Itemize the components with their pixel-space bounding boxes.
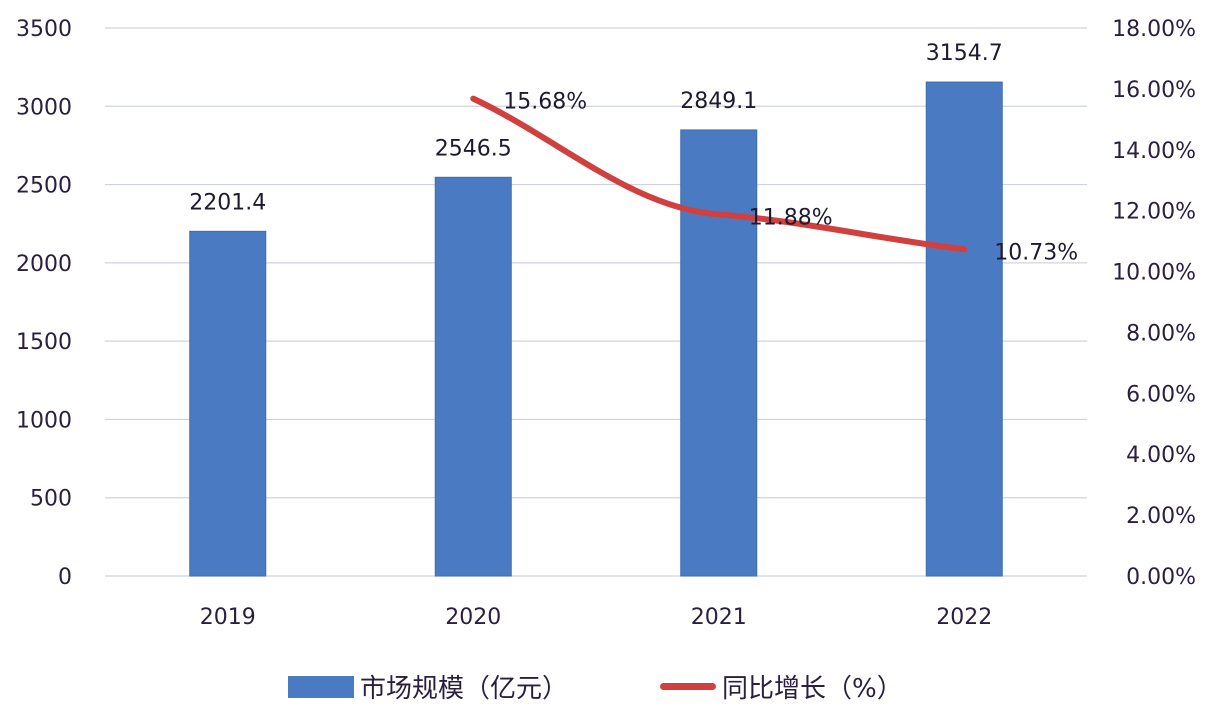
right-axis-tick-label: 0.00% [1126,565,1196,590]
bar[interactable] [434,176,512,577]
x-axis-tick-label: 2019 [200,605,256,630]
x-axis-tick-label: 2022 [936,605,992,630]
legend: 市场规模（亿元） 同比增长（%） [0,664,1224,708]
right-axis-tick-label: 16.00% [1112,78,1196,103]
legend-line-swatch-icon [660,683,716,690]
left-axis-tick-label: 3500 [16,17,72,42]
right-axis-tick-label: 12.00% [1112,200,1196,225]
legend-bar-swatch-icon [288,675,354,698]
legend-item-yoy-growth[interactable]: 同比增长（%） [660,668,903,705]
line-data-labels: 15.68% 11.88% 10.73% [503,90,1078,266]
right-axis-tick-label: 18.00% [1112,17,1196,42]
left-axis-tick-label: 0 [58,565,72,590]
bar[interactable] [925,81,1003,577]
gridlines [105,27,1087,577]
left-axis-tick-label: 500 [30,487,72,512]
x-axis-tick-label: 2021 [691,605,747,630]
line-series [470,95,968,253]
bar-value-label: 2201.4 [189,190,266,215]
line-value-label: 15.68% [503,90,587,115]
bar-value-label: 2546.5 [435,136,512,161]
left-axis-ticks: 0 500 1000 1500 2000 2500 3000 3500 [16,17,72,590]
left-axis-tick-label: 1500 [16,330,72,355]
x-axis-ticks: 2019 2020 2021 2022 [200,605,993,630]
right-axis-tick-label: 10.00% [1112,261,1196,286]
right-axis-ticks: 0.00% 2.00% 4.00% 6.00% 8.00% 10.00% 12.00% 14.… [1112,17,1196,590]
legend-label-market-size: 市场规模（亿元） [360,674,569,704]
bar-value-label: 2849.1 [680,89,757,114]
right-axis-tick-label: 14.00% [1112,139,1196,164]
right-axis-tick-label: 2.00% [1126,504,1196,529]
left-axis-tick-label: 1000 [16,408,72,433]
left-axis-tick-label: 2500 [16,174,72,199]
right-axis-tick-label: 8.00% [1126,321,1196,346]
left-axis-tick-label: 2000 [16,252,72,277]
growth-line[interactable] [470,95,968,253]
bar-data-labels: 2201.4 2546.5 2849.1 3154.7 [189,41,1002,215]
x-axis-tick-label: 2020 [445,605,501,630]
bar-series [189,81,1003,577]
line-value-label: 10.73% [994,240,1078,265]
bar-value-label: 3154.7 [926,41,1003,66]
line-value-label: 11.88% [749,205,833,230]
right-axis-tick-label: 6.00% [1126,382,1196,407]
bar[interactable] [680,129,758,577]
left-axis-tick-label: 3000 [16,95,72,120]
legend-item-market-size[interactable]: 市场规模（亿元） [288,668,568,705]
legend-label-yoy-growth: 同比增长（%） [722,674,903,704]
right-axis-tick-label: 4.00% [1126,443,1196,468]
bar[interactable] [189,230,267,577]
